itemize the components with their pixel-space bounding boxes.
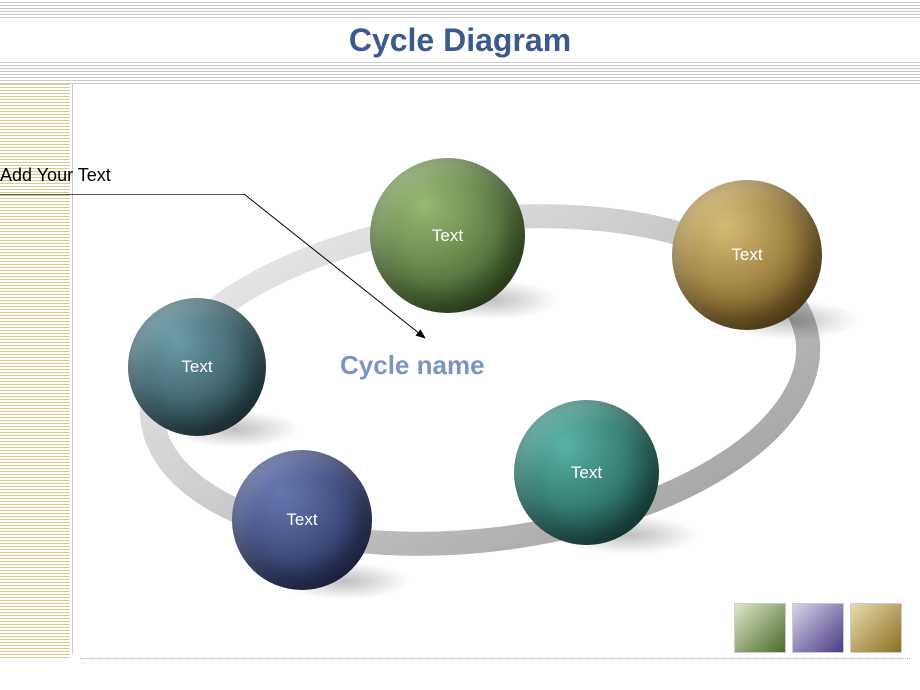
footer-divider	[80, 658, 910, 659]
cycle-sphere: Text	[128, 298, 266, 436]
footer-thumbnail	[850, 603, 902, 653]
sphere-label: Text	[432, 226, 463, 246]
annotation-underline	[0, 194, 244, 195]
title-band: Cycle Diagram	[0, 18, 920, 62]
cycle-center-label: Cycle name	[340, 350, 485, 381]
cycle-sphere: Text	[672, 180, 822, 330]
page-title: Cycle Diagram	[349, 22, 571, 59]
footer-thumbnail	[792, 603, 844, 653]
sphere-label: Text	[731, 245, 762, 265]
sphere-label: Text	[181, 357, 212, 377]
sphere-label: Text	[286, 510, 317, 530]
cycle-sphere: Text	[514, 400, 659, 545]
footer-thumbnail	[734, 603, 786, 653]
cycle-sphere: Text	[370, 158, 525, 313]
sphere-label: Text	[571, 463, 602, 483]
annotation-text: Add Your Text	[0, 165, 111, 186]
cycle-sphere: Text	[232, 450, 372, 590]
